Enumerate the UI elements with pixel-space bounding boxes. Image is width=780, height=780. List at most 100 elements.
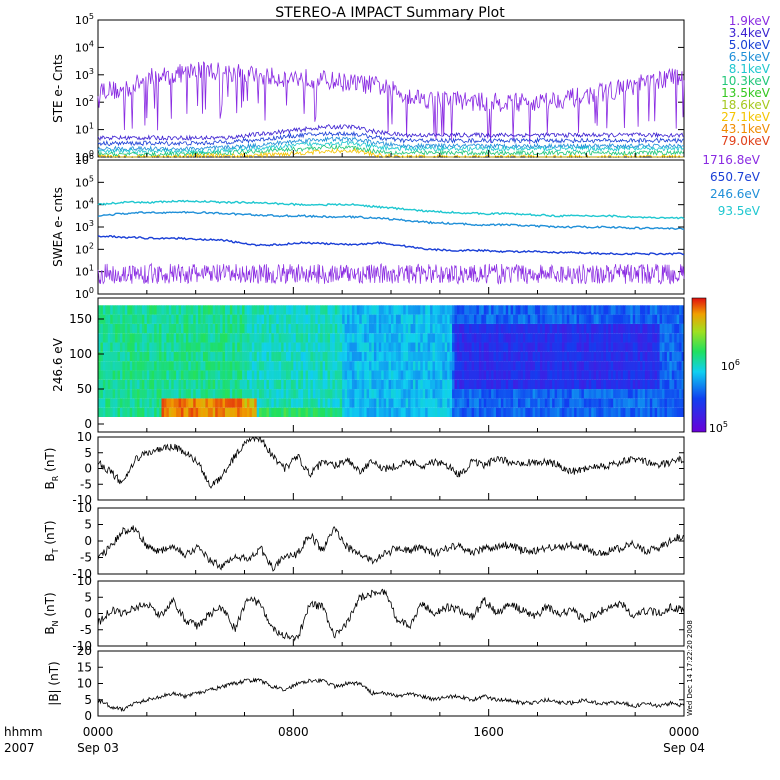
spectrogram-cell — [334, 333, 338, 343]
spectrogram-cell — [281, 407, 284, 417]
spectrogram-cell — [234, 342, 238, 352]
spectrogram-cell — [434, 389, 438, 399]
spectrogram-cell — [171, 370, 175, 380]
spectrogram-cell — [439, 379, 443, 390]
spectrogram-cell — [630, 314, 634, 324]
spectrogram-cell — [361, 333, 365, 343]
spectrogram-cell — [132, 389, 136, 399]
spectrogram-cell — [552, 351, 555, 362]
spectrogram-cell — [220, 351, 223, 362]
spectrogram-cell — [647, 342, 651, 352]
spectrogram-cell — [659, 305, 663, 315]
spectrogram-cell — [437, 323, 441, 334]
spectrogram-cell — [173, 333, 177, 343]
spectrogram-cell — [649, 398, 653, 408]
spectrogram-cell — [391, 351, 394, 362]
spectrogram-cell — [542, 351, 546, 362]
spectrogram-cell — [425, 361, 429, 371]
spectrogram-cell — [266, 379, 270, 390]
spectrogram-cell — [517, 389, 521, 399]
spectrogram-cell — [620, 323, 624, 334]
spectrogram-cell — [119, 370, 123, 380]
spectrogram-cell — [659, 333, 663, 343]
spectrogram-cell — [276, 314, 280, 324]
swea-ytick-label: 104 — [75, 197, 94, 212]
spectrogram-cell — [403, 323, 407, 334]
spectrogram-cell — [376, 333, 380, 343]
spectrogram-cell — [530, 407, 534, 417]
spectrogram-cell — [537, 333, 541, 343]
spectrogram-cell — [537, 361, 541, 371]
spectrogram-cell — [491, 389, 494, 399]
spectrogram-cell — [442, 314, 446, 324]
spectrogram-cell — [286, 323, 289, 334]
spectrogram-cell — [635, 351, 639, 362]
spectrogram-cell — [664, 398, 668, 408]
spectrogram-cell — [403, 351, 407, 362]
spectrogram-cell — [151, 333, 155, 343]
spectrogram-cell — [527, 370, 531, 380]
spectrogram-cell — [681, 314, 685, 324]
spectrogram-cell — [608, 342, 612, 352]
spectrogram-cell — [403, 398, 407, 408]
spectrogram-cell — [166, 323, 170, 334]
spectrogram-cell — [98, 333, 101, 343]
spectrogram-cell — [579, 323, 582, 334]
spectrogram-cell — [234, 305, 238, 315]
spectrogram-cell — [520, 351, 524, 362]
spectrogram-cell — [278, 342, 282, 352]
spectrogram-cell — [210, 370, 214, 380]
spectrogram-cell — [393, 370, 397, 380]
spectrogram-cell — [239, 379, 243, 390]
spectrogram-cell — [449, 314, 453, 324]
spectrogram-cell — [640, 389, 643, 399]
spectrogram-cell — [605, 342, 609, 352]
spectrogram-cell — [227, 370, 231, 380]
spectrogram-cell — [149, 398, 153, 408]
spectrogram-cell — [596, 314, 599, 324]
spectrogram-cell — [178, 333, 182, 343]
spectrogram-cell — [168, 351, 172, 362]
spectrogram-cell — [474, 370, 477, 380]
spectrogram-cell — [500, 407, 504, 417]
spectrogram-cell — [300, 351, 304, 362]
spectrogram-cell — [371, 370, 375, 380]
spectrogram-cell — [571, 305, 575, 315]
spectrogram-cell — [676, 361, 680, 371]
spectrogram-cell — [369, 370, 372, 380]
spectrogram-cell — [630, 342, 634, 352]
spectrogram-cell — [554, 351, 558, 362]
spectrogram-cell — [527, 305, 531, 315]
spectrogram-cell — [98, 379, 101, 390]
spectrogram-cell — [256, 361, 260, 371]
spectrogram-cell — [488, 361, 492, 371]
spectrogram-cell — [320, 314, 324, 324]
spectrogram-cell — [603, 351, 607, 362]
spectrogram-cell — [227, 407, 231, 417]
spectrogram-cell — [681, 351, 685, 362]
spectrogram-cell — [361, 407, 365, 417]
ste-legend-entry: 27.1keV — [721, 110, 771, 124]
spectrogram-cell — [176, 370, 179, 380]
spectrogram-cell — [173, 314, 177, 324]
spectrogram-cell — [420, 333, 424, 343]
spectrogram-cell — [466, 379, 470, 390]
spectrogram-cell — [461, 379, 465, 390]
spectrogram-cell — [312, 342, 316, 352]
spectrogram-cell — [408, 389, 411, 399]
spectrogram-cell — [261, 314, 265, 324]
spectrogram-cell — [168, 333, 172, 343]
spectrogram-cell — [549, 361, 553, 371]
spectrogram-cell — [495, 361, 499, 371]
spectrogram-cell — [141, 351, 145, 362]
spectrogram-cell — [107, 370, 111, 380]
spectrogram-cell — [98, 398, 101, 408]
spectrogram-cell — [344, 361, 348, 371]
spectrogram-cell — [271, 389, 275, 399]
spectrogram-cell — [571, 398, 575, 408]
spectrogram-cell — [315, 407, 319, 417]
spectrogram-cell — [173, 389, 177, 399]
spectrogram-cell — [437, 305, 441, 315]
spectrogram-cell — [266, 361, 270, 371]
spectrogram-cell — [464, 305, 468, 315]
